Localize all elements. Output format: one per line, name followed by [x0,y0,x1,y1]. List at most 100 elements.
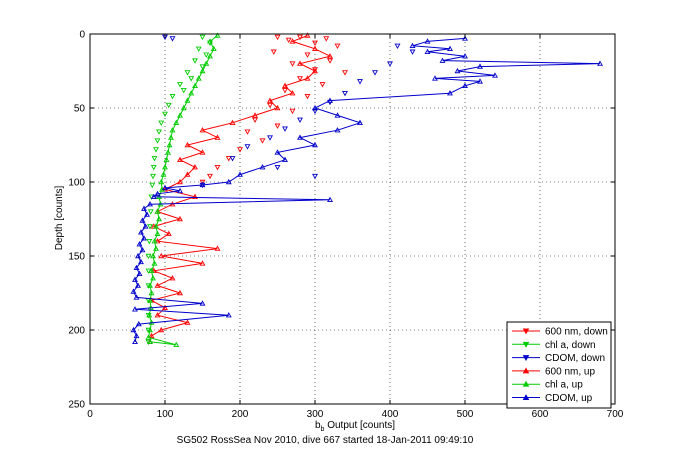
data-point [312,108,318,115]
data-point [447,45,453,52]
data-point [151,238,158,244]
x-tick-label: 600 [532,409,549,420]
data-point [132,306,138,312]
x-axis-label-subscript: b [321,426,325,433]
data-point [177,82,183,88]
data-point [147,224,153,230]
y-tick-label: 200 [68,326,85,337]
data-point [327,53,333,59]
data-point [162,186,168,192]
y-axis-label: Depth [counts] [54,186,65,251]
data-point [462,53,468,59]
data-point [387,61,393,67]
data-point [327,97,333,103]
legend: 600 nm, down chl a, down CDOM, down 600 nm,… [506,321,612,409]
data-point [154,282,161,288]
data-point [327,58,333,64]
data-point [319,82,326,88]
data-point [180,104,187,111]
y-tick-label: 50 [74,104,86,115]
data-point [207,173,213,180]
data-point [252,117,258,123]
legend-label: 600 nm, up [545,366,595,377]
data-point [492,72,498,78]
data-point [454,67,461,74]
data-point [138,258,144,265]
figure-caption: SG502 RossSea Nov 2010, dive 667 started… [177,435,474,446]
data-point [267,102,273,109]
data-point [148,332,155,339]
legend-marker [522,328,530,335]
data-point [147,326,153,333]
data-point [154,238,161,244]
data-point [214,134,221,140]
data-point [312,67,318,73]
data-point [210,45,217,52]
data-point [177,289,183,296]
data-point [424,38,431,44]
data-point [289,38,296,44]
data-point [173,119,180,126]
data-point [225,178,232,185]
data-point [149,182,156,189]
data-point [150,193,157,200]
data-point [165,102,172,109]
data-point [145,253,152,260]
data-point [162,304,168,311]
data-point [184,97,191,103]
x-tick-label: 400 [382,409,399,420]
data-point [177,215,183,222]
data-point [199,181,206,188]
data-point [158,326,165,333]
series-600-nm-down [199,34,348,186]
data-point [133,294,140,300]
legend-box [506,321,612,409]
data-point [163,156,170,163]
data-point [334,112,341,118]
data-point [297,60,303,66]
data-point [199,179,206,186]
data-point [432,75,438,81]
data-point [148,267,155,274]
data-point [158,120,165,126]
data-point [188,90,195,96]
series-chl-a-down [145,34,213,345]
data-point [192,164,198,170]
data-point [154,230,161,237]
data-point [169,93,176,100]
data-point [327,196,333,202]
data-point [133,264,140,271]
data-point [597,60,603,66]
data-point [154,208,161,214]
data-point [229,119,236,126]
data-point [297,134,303,140]
data-point [165,149,171,155]
data-point [282,156,288,163]
data-point [138,229,144,235]
data-point [409,49,416,55]
data-point [156,129,162,135]
data-point [146,312,153,318]
data-point [145,268,152,274]
data-point [135,282,141,288]
data-point [199,127,206,133]
data-point [158,252,165,259]
data-point [192,82,198,89]
data-point [312,40,318,47]
data-point [132,338,138,345]
data-point [141,235,147,241]
data-point [274,164,281,171]
x-axis-label: bb Output [counts] [315,420,395,433]
data-point [184,70,191,76]
data-point [312,141,318,148]
data-point [409,42,416,49]
x-axis-label-b: b [315,420,321,431]
data-point [225,312,232,318]
legend-marker [522,394,530,400]
data-point [229,156,236,162]
y-tick-label: 0 [79,30,85,41]
data-point [153,223,159,229]
data-point [447,90,453,96]
data-point [394,43,401,49]
data-point [214,245,221,251]
